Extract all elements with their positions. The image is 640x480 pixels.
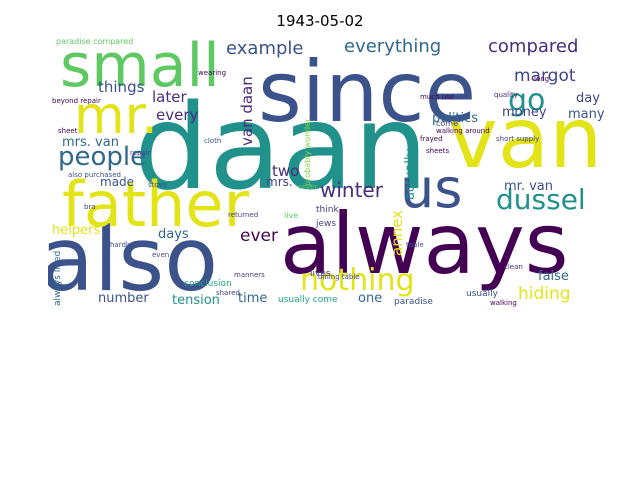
word-nothing: nothing — [300, 263, 415, 298]
word-table: table — [406, 241, 424, 249]
word-beyond-repair: beyond repair — [52, 97, 101, 105]
word-since: since — [258, 43, 477, 141]
word-mrs-van: mrs. van — [62, 135, 119, 150]
word-politics: politics — [432, 111, 479, 126]
word-walking-around: walking around — [436, 127, 490, 135]
word-false: false — [538, 269, 569, 284]
word-lives: lives — [310, 269, 331, 279]
word-shared: shared — [216, 289, 240, 297]
word-daan: daan — [134, 78, 429, 216]
word-example: example — [226, 38, 304, 59]
word-usually: usually — [466, 289, 498, 299]
word-mr-van: mr. van — [504, 179, 553, 194]
word-helpers: helpers — [52, 223, 101, 238]
word-dining-table: dining table — [318, 273, 360, 281]
word-mr: mr. — [74, 86, 158, 146]
word-long: long — [534, 75, 550, 83]
word-wearing: wearing — [198, 69, 227, 77]
word-dussel: dussel — [496, 183, 586, 216]
word-later: later — [152, 88, 187, 106]
word-tension: tension — [172, 293, 220, 308]
word-conclusion: conclusion — [184, 279, 232, 289]
word-every: every — [156, 106, 199, 124]
word-mrs: mrs. — [266, 175, 293, 189]
word-much-use: much use — [420, 93, 455, 101]
word-live: live — [284, 211, 299, 220]
word-paradise-compared: paradise compared — [56, 37, 134, 46]
word-clean: clean — [504, 263, 523, 271]
chart-title: 1943-05-02 — [276, 12, 364, 30]
word-van: van — [448, 89, 603, 187]
word-van-daan: van daan — [238, 76, 256, 146]
word-probably-wonder: probably wonder — [303, 118, 312, 186]
word-sheets: sheets — [426, 147, 450, 155]
word-annex: annex — [388, 209, 406, 256]
word-bra: bra — [84, 203, 96, 211]
word-short-supply: short supply — [496, 135, 540, 143]
word-hiding: hiding — [518, 284, 571, 304]
word-also-purchased: also purchased — [68, 171, 121, 179]
word-day: day — [576, 91, 600, 106]
word-paradise: paradise — [394, 297, 433, 307]
word-ever: ever — [240, 226, 278, 246]
word-money: money — [502, 105, 547, 120]
word-also: also — [48, 208, 219, 311]
word-people: people — [58, 142, 147, 172]
word-come: come — [436, 119, 459, 128]
word-cloth: cloth — [204, 137, 222, 145]
word-one: one — [358, 291, 383, 306]
word-margot: margot — [514, 66, 576, 86]
word-think: think — [316, 205, 339, 215]
word-winter: winter — [320, 178, 383, 202]
word-cover: cover — [298, 183, 318, 191]
word-days: days — [158, 227, 189, 242]
word-frayed: frayed — [420, 135, 443, 143]
word-actually: actually — [403, 148, 418, 200]
word-time: time — [238, 291, 268, 306]
word-always: always — [280, 195, 569, 293]
word-returned: returned — [228, 211, 259, 219]
word-hardly: hardly — [110, 241, 133, 249]
word-compared: compared — [488, 36, 579, 57]
word-number: number — [98, 291, 149, 306]
word-cloud: daan since always also van father small … — [48, 36, 610, 314]
word-walking: walking — [490, 299, 517, 307]
word-small: small — [60, 36, 220, 101]
word-father: father — [62, 168, 250, 241]
word-two: two — [272, 162, 300, 180]
word-quality: quality — [494, 91, 518, 99]
word-go: go — [508, 83, 546, 118]
word-made: made — [100, 175, 135, 189]
word-stove: stove — [148, 181, 168, 189]
word-repair: repair — [130, 149, 151, 157]
word-many: many — [568, 107, 605, 122]
word-always-lived: always lived — [53, 250, 63, 306]
word-sheet: sheet — [58, 127, 78, 135]
word-manners: manners — [234, 271, 265, 279]
word-jews: jews — [316, 219, 337, 229]
word-us: us — [400, 157, 463, 220]
word-even: even — [152, 251, 170, 259]
word-things: things — [98, 78, 145, 96]
word-usually-come: usually come — [278, 295, 338, 305]
word-everything: everything — [344, 36, 442, 57]
